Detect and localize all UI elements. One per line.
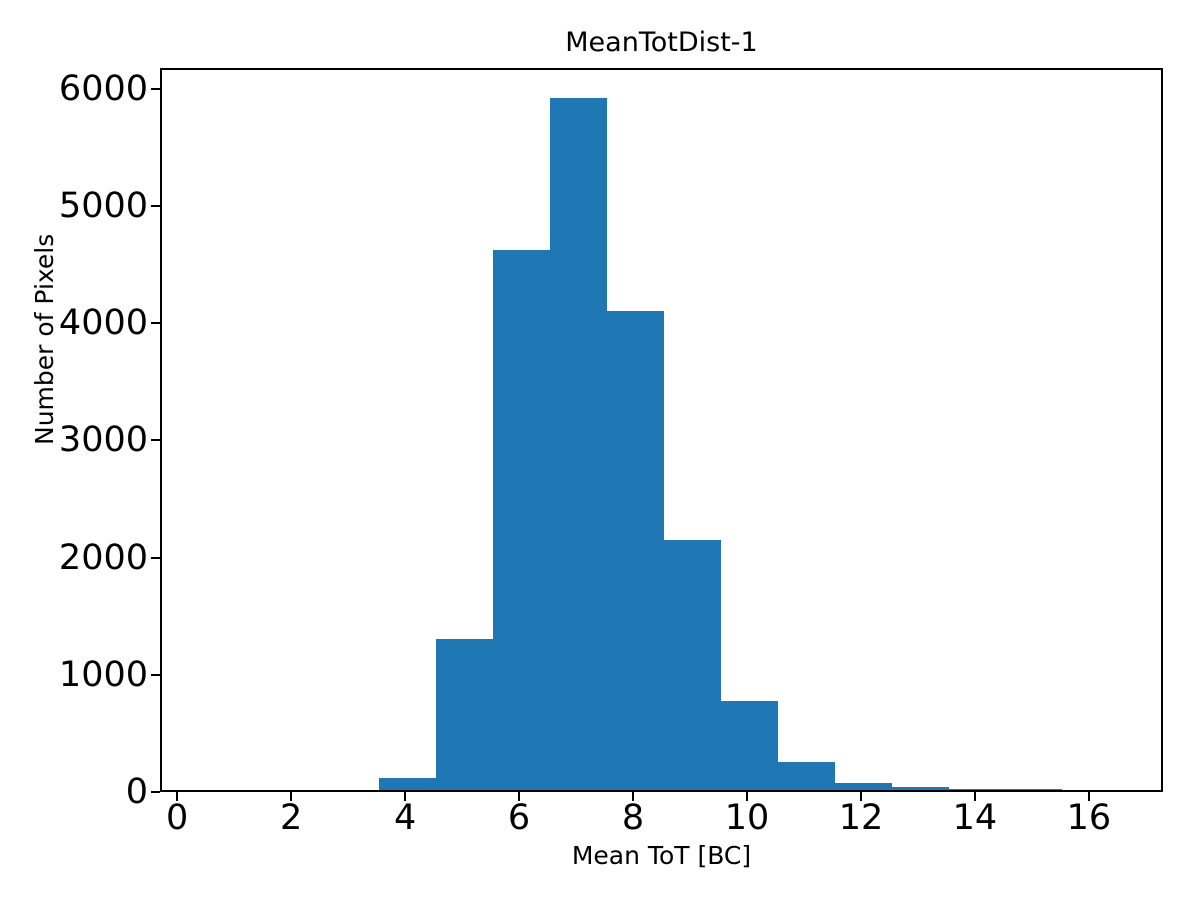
y-tick-label: 2000 [58, 537, 148, 578]
y-tick-mark [151, 439, 160, 442]
y-tick-label: 0 [125, 772, 148, 812]
x-tick-label: 10 [724, 798, 770, 838]
x-tick-label: 14 [952, 798, 998, 838]
histogram-bar [549, 98, 607, 790]
histogram-bar [606, 310, 664, 790]
plot-area [160, 68, 1163, 792]
x-tick-label: 12 [838, 798, 884, 838]
x-tick-label: 0 [165, 798, 189, 838]
x-tick-mark [176, 792, 179, 801]
histogram-bar [834, 783, 892, 790]
y-tick-mark [151, 322, 160, 324]
x-tick-label: 2 [279, 798, 303, 838]
chart-title: MeanTotDist-1 [565, 27, 758, 58]
histogram-bar [777, 761, 835, 790]
x-tick-label: 4 [393, 798, 417, 838]
x-tick-label: 16 [1066, 798, 1112, 838]
histogram-bar [378, 778, 436, 790]
y-tick-label: 3000 [58, 420, 148, 461]
x-tick-mark [973, 792, 976, 801]
x-tick-mark [860, 792, 862, 801]
x-tick-mark [404, 792, 407, 801]
histogram-bar [891, 786, 949, 790]
y-tick-mark [151, 791, 160, 793]
x-tick-mark [746, 792, 748, 801]
y-tick-mark [151, 673, 160, 676]
x-tick-mark [632, 792, 634, 801]
histogram-bar [1005, 789, 1063, 790]
x-tick-mark [518, 792, 520, 801]
histogram-bar [948, 788, 1006, 790]
y-tick-label: 4000 [58, 303, 148, 343]
histogram-bar [720, 700, 778, 790]
x-tick-label: 6 [507, 798, 531, 838]
x-tick-mark [1087, 792, 1090, 801]
histogram-bar [435, 638, 493, 790]
x-tick-mark [290, 792, 293, 801]
histogram-bars [162, 70, 1161, 790]
y-tick-label: 6000 [58, 68, 148, 109]
y-tick-mark [151, 87, 160, 90]
x-axis-label: Mean ToT [BC] [571, 841, 752, 870]
y-tick-mark [151, 204, 160, 207]
histogram-bar [663, 540, 721, 790]
y-tick-label: 5000 [58, 185, 148, 226]
histogram-bar [492, 249, 550, 790]
x-tick-label: 8 [621, 798, 645, 838]
y-tick-mark [151, 556, 160, 559]
y-tick-label: 1000 [58, 654, 148, 695]
